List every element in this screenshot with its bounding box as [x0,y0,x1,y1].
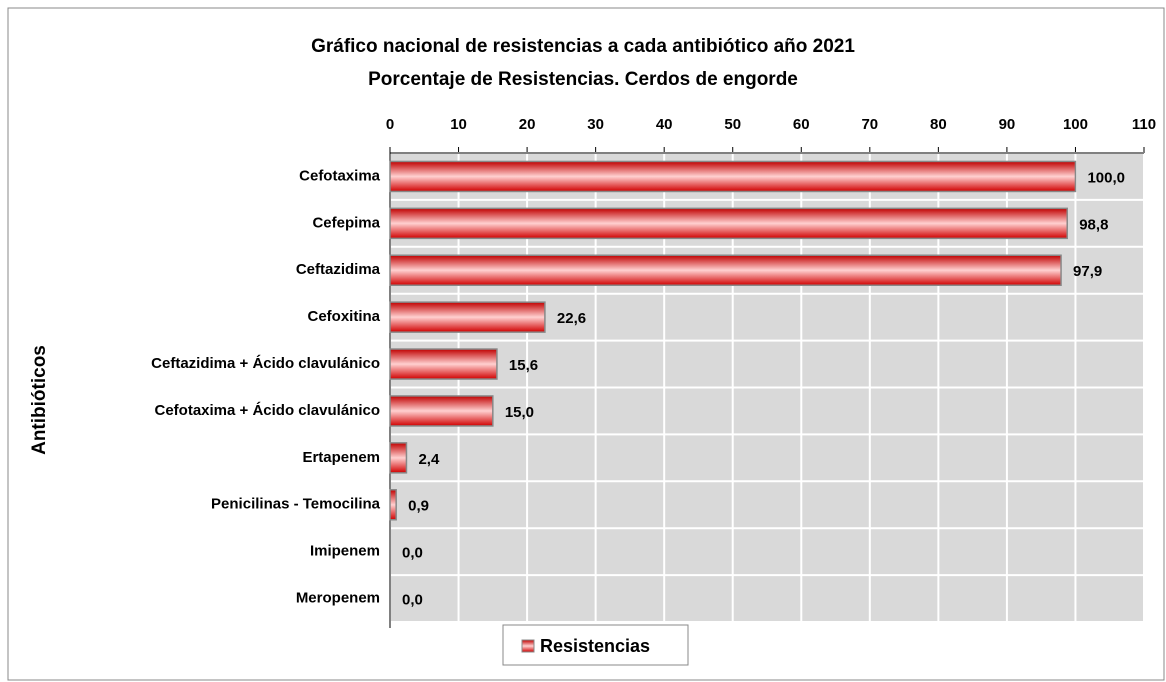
y-tick-label: Cefotaxima + Ácido clavulánico [155,402,381,419]
x-tick-label: 10 [450,116,467,133]
y-tick-label: Imipenem [310,543,380,560]
x-tick-label: 100 [1063,116,1088,133]
y-tick-label: Ceftazidima + Ácido clavulánico [151,355,380,372]
bar [389,489,397,521]
y-tick-label: Penicilinas - Temocilina [211,496,381,513]
data-label: 15,6 [509,357,538,374]
y-tick-label: Ertapenem [302,449,380,466]
bar [389,395,494,427]
data-label: 0,0 [402,545,423,562]
x-tick-label: 90 [999,116,1016,133]
x-tick-label: 20 [519,116,536,133]
bar [389,254,1062,286]
data-label: 0,9 [408,498,429,515]
data-label: 2,4 [418,451,440,468]
y-tick-label: Cefoxitina [307,308,380,325]
x-tick-label: 110 [1132,116,1156,133]
legend-swatch [521,639,535,653]
bar [389,207,1068,240]
x-tick-label: 0 [386,116,394,133]
data-label: 15,0 [505,404,534,421]
y-tick-label: Ceftazidima [296,261,381,278]
bar [389,301,546,333]
x-tick-label: 40 [656,116,673,133]
y-tick-label: Cefotaxima [299,167,381,184]
x-tick-label: 50 [724,116,741,133]
x-tick-label: 30 [587,116,604,133]
data-label: 22,6 [557,310,586,327]
bar [389,348,498,380]
bar [389,160,1077,193]
data-label: 0,0 [402,592,423,609]
chart-subtitle: Porcentaje de Resistencias. Cerdos de en… [368,69,798,90]
bar [389,442,408,474]
data-label: 100,0 [1087,169,1125,186]
y-axis-label: Antibióticos [29,345,50,455]
data-label: 97,9 [1073,263,1102,280]
x-tick-label: 60 [793,116,810,133]
y-tick-label: Meropenem [296,590,380,607]
data-label: 98,8 [1079,216,1108,233]
legend-label: Resistencias [540,636,650,656]
chart-title: Gráfico nacional de resistencias a cada … [311,36,855,57]
x-tick-label: 80 [930,116,947,133]
y-tick-label: Cefepima [312,214,380,231]
x-tick-label: 70 [861,116,878,133]
